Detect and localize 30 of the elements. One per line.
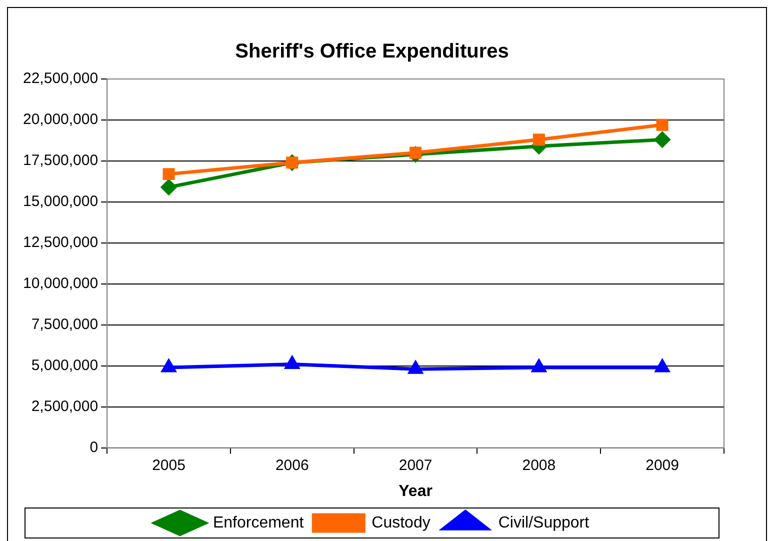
y-tick-label: 7,500,000 bbox=[31, 316, 98, 334]
y-tick-label: 0 bbox=[90, 438, 98, 456]
y-tick-label: 17,500,000 bbox=[22, 152, 98, 170]
point bbox=[161, 179, 177, 195]
point bbox=[162, 360, 176, 372]
x-tick-label: 2006 bbox=[275, 456, 309, 474]
y-tick-label: 2,500,000 bbox=[31, 398, 98, 415]
legend-label: Custody bbox=[372, 514, 430, 532]
legend-label: Enforcement bbox=[212, 514, 304, 532]
point bbox=[162, 168, 175, 180]
y-tick-label: 22,500,000 bbox=[22, 70, 98, 88]
x-tick-label: 2007 bbox=[398, 456, 432, 474]
x-axis-title: Year bbox=[398, 482, 432, 500]
y-tick-label: 12,500,000 bbox=[22, 234, 98, 252]
y-tick-label: 5,000,000 bbox=[31, 356, 98, 374]
y-tick-label: 20,000,000 bbox=[22, 111, 98, 128]
y-tick-label: 15,000,000 bbox=[22, 193, 98, 210]
chart-title: Sheriff's Office Expenditures bbox=[235, 40, 509, 63]
point bbox=[656, 118, 668, 131]
y-tick-label: 10,000,000 bbox=[22, 275, 98, 292]
point bbox=[655, 360, 670, 372]
point bbox=[532, 360, 546, 372]
point bbox=[408, 361, 422, 374]
x-tick-label: 2009 bbox=[646, 456, 679, 474]
point bbox=[285, 356, 300, 369]
x-tick-label: 2005 bbox=[152, 456, 186, 474]
point bbox=[654, 132, 670, 148]
legend-label: Civil/Support bbox=[498, 514, 590, 532]
point bbox=[532, 134, 545, 146]
x-tick-label: 2008 bbox=[522, 456, 556, 474]
